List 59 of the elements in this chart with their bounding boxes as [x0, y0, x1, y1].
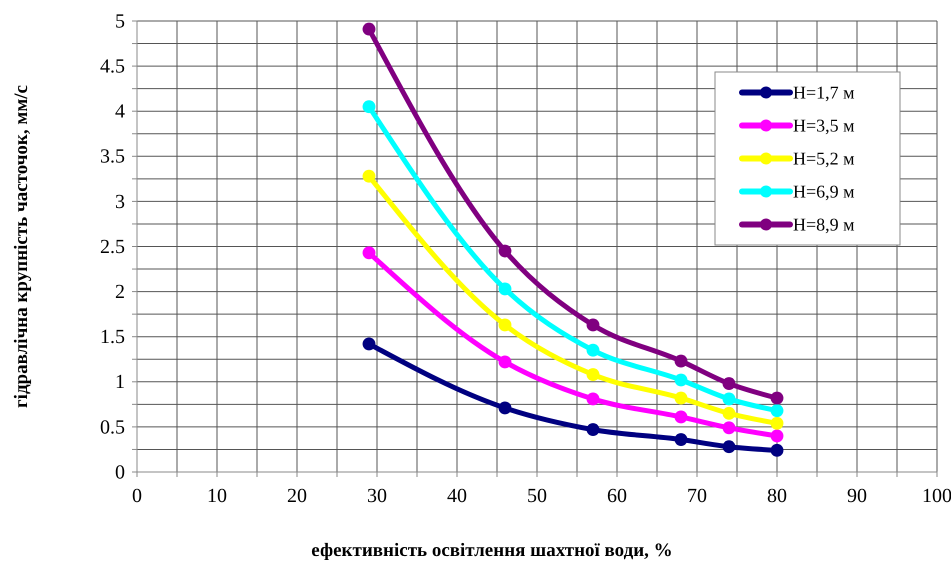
x-tick-label: 90 [847, 485, 867, 507]
point [498, 244, 512, 258]
point [362, 22, 376, 36]
point [586, 423, 600, 436]
y-tick-label: 4 [115, 100, 125, 123]
point [674, 392, 688, 404]
point [362, 337, 376, 350]
legend-label: H=3,5 м [793, 116, 855, 136]
x-tick-label: 70 [687, 485, 707, 507]
point [770, 430, 784, 442]
x-tick-label: 100 [922, 485, 951, 507]
point [770, 416, 784, 430]
y-tick-label: 4.5 [100, 56, 125, 78]
point [586, 392, 600, 406]
legend-label: H=1,7 м [793, 82, 855, 102]
x-tick-label: 0 [132, 485, 142, 507]
point [722, 377, 736, 390]
y-tick-label: 1 [115, 371, 125, 394]
y-tick-label: 0 [115, 461, 125, 484]
point [722, 421, 736, 434]
point [586, 368, 600, 382]
point [770, 444, 784, 457]
legend-label: H=8,9 м [793, 214, 855, 234]
y-tick-label: 3.5 [100, 146, 125, 168]
point [498, 356, 512, 368]
point [362, 100, 376, 114]
point [722, 406, 736, 420]
y-tick-label: 5 [115, 10, 125, 32]
x-axis-title: ефективність освітлення шахтної води, % [311, 540, 673, 561]
x-tick-label: 40 [447, 485, 467, 507]
point [362, 170, 376, 183]
x-tick-label: 30 [367, 485, 387, 507]
y-tick-label: 2.5 [100, 236, 125, 258]
point [362, 246, 376, 260]
point [722, 392, 736, 406]
x-tick-label: 80 [767, 485, 787, 507]
point [498, 282, 512, 296]
y-tick-label: 3 [115, 190, 125, 213]
point [674, 410, 688, 424]
point [586, 344, 600, 357]
y-tick-label: 0.5 [100, 416, 125, 438]
x-tick-label: 60 [607, 485, 627, 507]
point [586, 318, 600, 332]
point [722, 440, 736, 454]
point [674, 374, 688, 386]
point [674, 433, 688, 446]
point [770, 404, 784, 418]
y-axis-title: гідравлічна крупність часточок, мм/с [11, 85, 32, 408]
point [674, 354, 688, 368]
point [770, 392, 784, 404]
x-tick-label: 10 [207, 485, 227, 507]
legend-label: H=5,2 м [793, 148, 855, 168]
x-tick-label: 20 [287, 485, 307, 507]
y-tick-label: 1.5 [100, 326, 125, 348]
point [498, 318, 512, 332]
y-tick-label: 2 [115, 281, 125, 303]
legend-label: H=6,9 м [793, 182, 855, 202]
point [498, 402, 512, 414]
x-tick-label: 50 [527, 485, 547, 507]
